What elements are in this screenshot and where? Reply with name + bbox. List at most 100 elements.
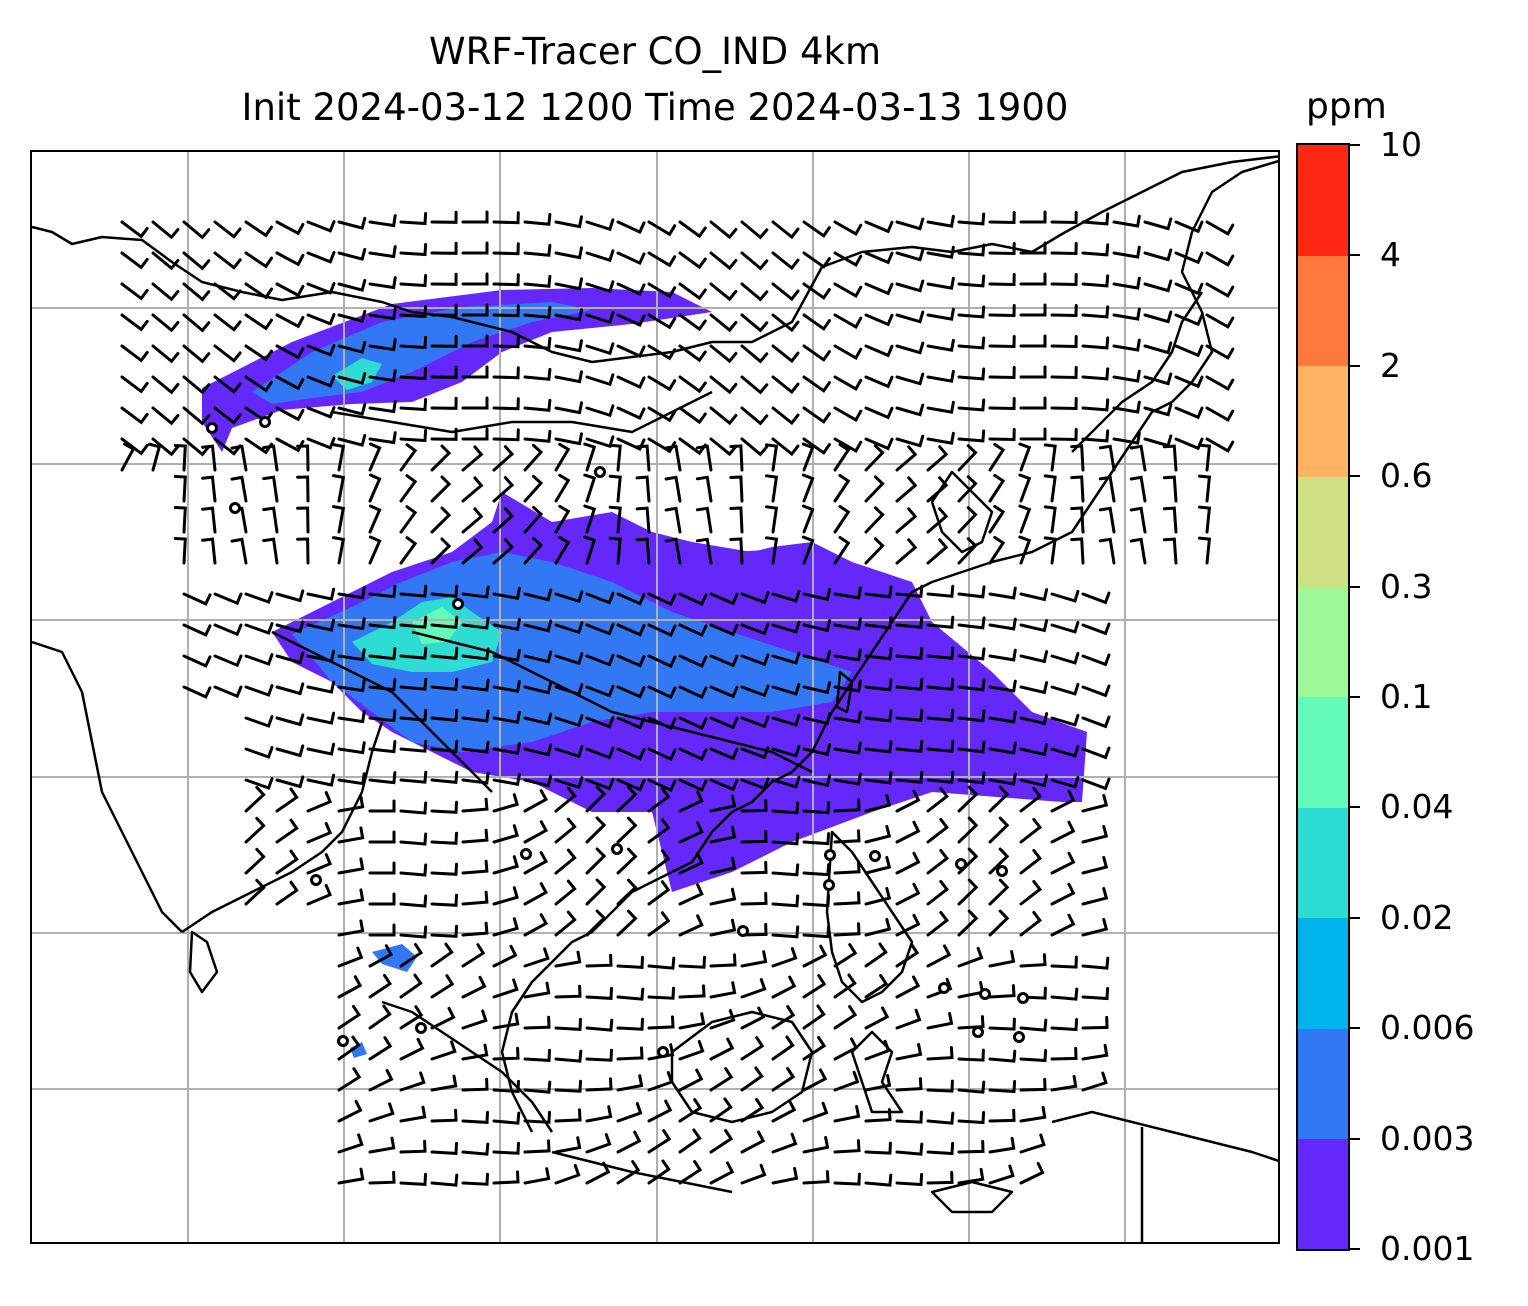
wind-barb	[608, 505, 622, 534]
wind-barb	[616, 1017, 644, 1031]
wind-barb	[926, 817, 950, 844]
wind-barb	[802, 282, 831, 300]
wind-barb	[616, 313, 646, 327]
wind-barb	[895, 538, 918, 565]
wind-barb	[895, 584, 924, 598]
wind-barb	[296, 537, 310, 565]
colorbar-tick-label: 0.001	[1380, 1229, 1475, 1268]
wind-barb	[833, 973, 857, 999]
wind-barb	[957, 475, 978, 503]
wind-barb	[492, 978, 519, 999]
wind-barb	[337, 433, 367, 447]
wind-barb	[771, 863, 800, 877]
wind-barb	[1081, 212, 1110, 226]
wind-barb	[709, 825, 737, 844]
calm-wind-circle	[452, 598, 464, 610]
wind-barb	[647, 716, 677, 731]
wind-barb	[864, 824, 892, 844]
wind-barb	[926, 476, 949, 503]
wind-barb	[1019, 743, 1049, 757]
wind-barb	[399, 443, 418, 472]
wind-barb	[833, 406, 863, 422]
colorbar-tick-label: 0.3	[1380, 566, 1433, 606]
wind-barb	[461, 859, 489, 875]
wind-barb	[337, 1167, 365, 1185]
wind-barb	[244, 653, 274, 666]
wind-barb	[120, 313, 149, 332]
wind-barb	[926, 1012, 954, 1030]
wind-barb	[771, 801, 800, 815]
wind-barb	[678, 821, 704, 844]
wind-barb	[988, 211, 1016, 225]
wind-barb	[926, 646, 955, 660]
wind-barb	[616, 437, 646, 451]
wind-barb	[244, 220, 273, 238]
wind-barb	[585, 1018, 614, 1032]
wind-barb	[957, 946, 984, 968]
wind-barb	[833, 679, 862, 693]
wind-barb	[740, 684, 770, 698]
wind-barb	[492, 273, 520, 287]
wind-barb	[461, 396, 489, 410]
wind-barb	[306, 711, 336, 725]
wind-barb	[635, 506, 651, 534]
wind-barb	[332, 505, 346, 534]
wind-barb	[430, 974, 455, 999]
wind-barb	[709, 953, 737, 968]
wind-barb	[957, 1048, 985, 1062]
wind-barb	[306, 406, 336, 419]
wind-barb	[926, 708, 955, 722]
wind-barb	[926, 977, 953, 999]
wind-barb	[492, 538, 515, 565]
wind-barb	[709, 1009, 736, 1030]
wind-barb	[988, 648, 1017, 662]
wind-barb	[647, 880, 671, 906]
wind-barb	[926, 677, 955, 691]
wind-barb	[201, 475, 217, 503]
wind-barb	[895, 403, 925, 417]
wind-barb	[554, 652, 584, 666]
colorbar-tick-label: 0.003	[1380, 1118, 1475, 1158]
wind-barb	[709, 747, 739, 761]
wind-barb	[399, 942, 424, 968]
wind-barb	[957, 537, 978, 565]
wind-barb	[182, 623, 212, 637]
wind-barb	[306, 884, 333, 906]
wind-barb	[430, 241, 458, 255]
wind-barb	[771, 620, 801, 634]
wind-barb	[461, 616, 490, 630]
colorbar-tick-label: 0.1	[1380, 677, 1433, 716]
wind-barb	[647, 375, 677, 392]
wind-barb	[801, 442, 815, 472]
wind-barb	[583, 504, 597, 534]
wind-barb	[583, 473, 597, 503]
wind-barb	[647, 1099, 673, 1123]
wind-barb	[1174, 282, 1204, 296]
wind-barb	[895, 310, 925, 324]
wind-barb	[709, 778, 739, 792]
coastline-new-guinea	[1051, 1110, 1278, 1162]
wind-barb	[647, 911, 671, 937]
wind-barb	[337, 1004, 362, 1030]
wind-barb	[709, 918, 737, 937]
wind-barb	[1019, 848, 1043, 875]
wind-barb	[337, 648, 366, 662]
wind-barb	[616, 1160, 641, 1185]
wind-barb	[801, 535, 815, 565]
wind-barb	[895, 372, 925, 386]
wind-barb	[1019, 774, 1049, 788]
wind-barb	[368, 678, 397, 692]
wind-barb	[988, 984, 1016, 999]
wind-barb	[182, 344, 211, 364]
colorbar-segment	[1298, 365, 1348, 477]
colorbar-tick	[1350, 1137, 1360, 1140]
wind-barb	[740, 1163, 767, 1185]
wind-barb	[864, 506, 885, 534]
wind-barb	[1143, 341, 1173, 355]
wind-barb	[492, 1079, 520, 1093]
wind-barb	[1081, 622, 1111, 636]
wind-barb	[1019, 334, 1047, 348]
wind-barb	[988, 679, 1017, 693]
wind-barb	[430, 862, 458, 876]
calm-wind-circle	[594, 466, 606, 478]
